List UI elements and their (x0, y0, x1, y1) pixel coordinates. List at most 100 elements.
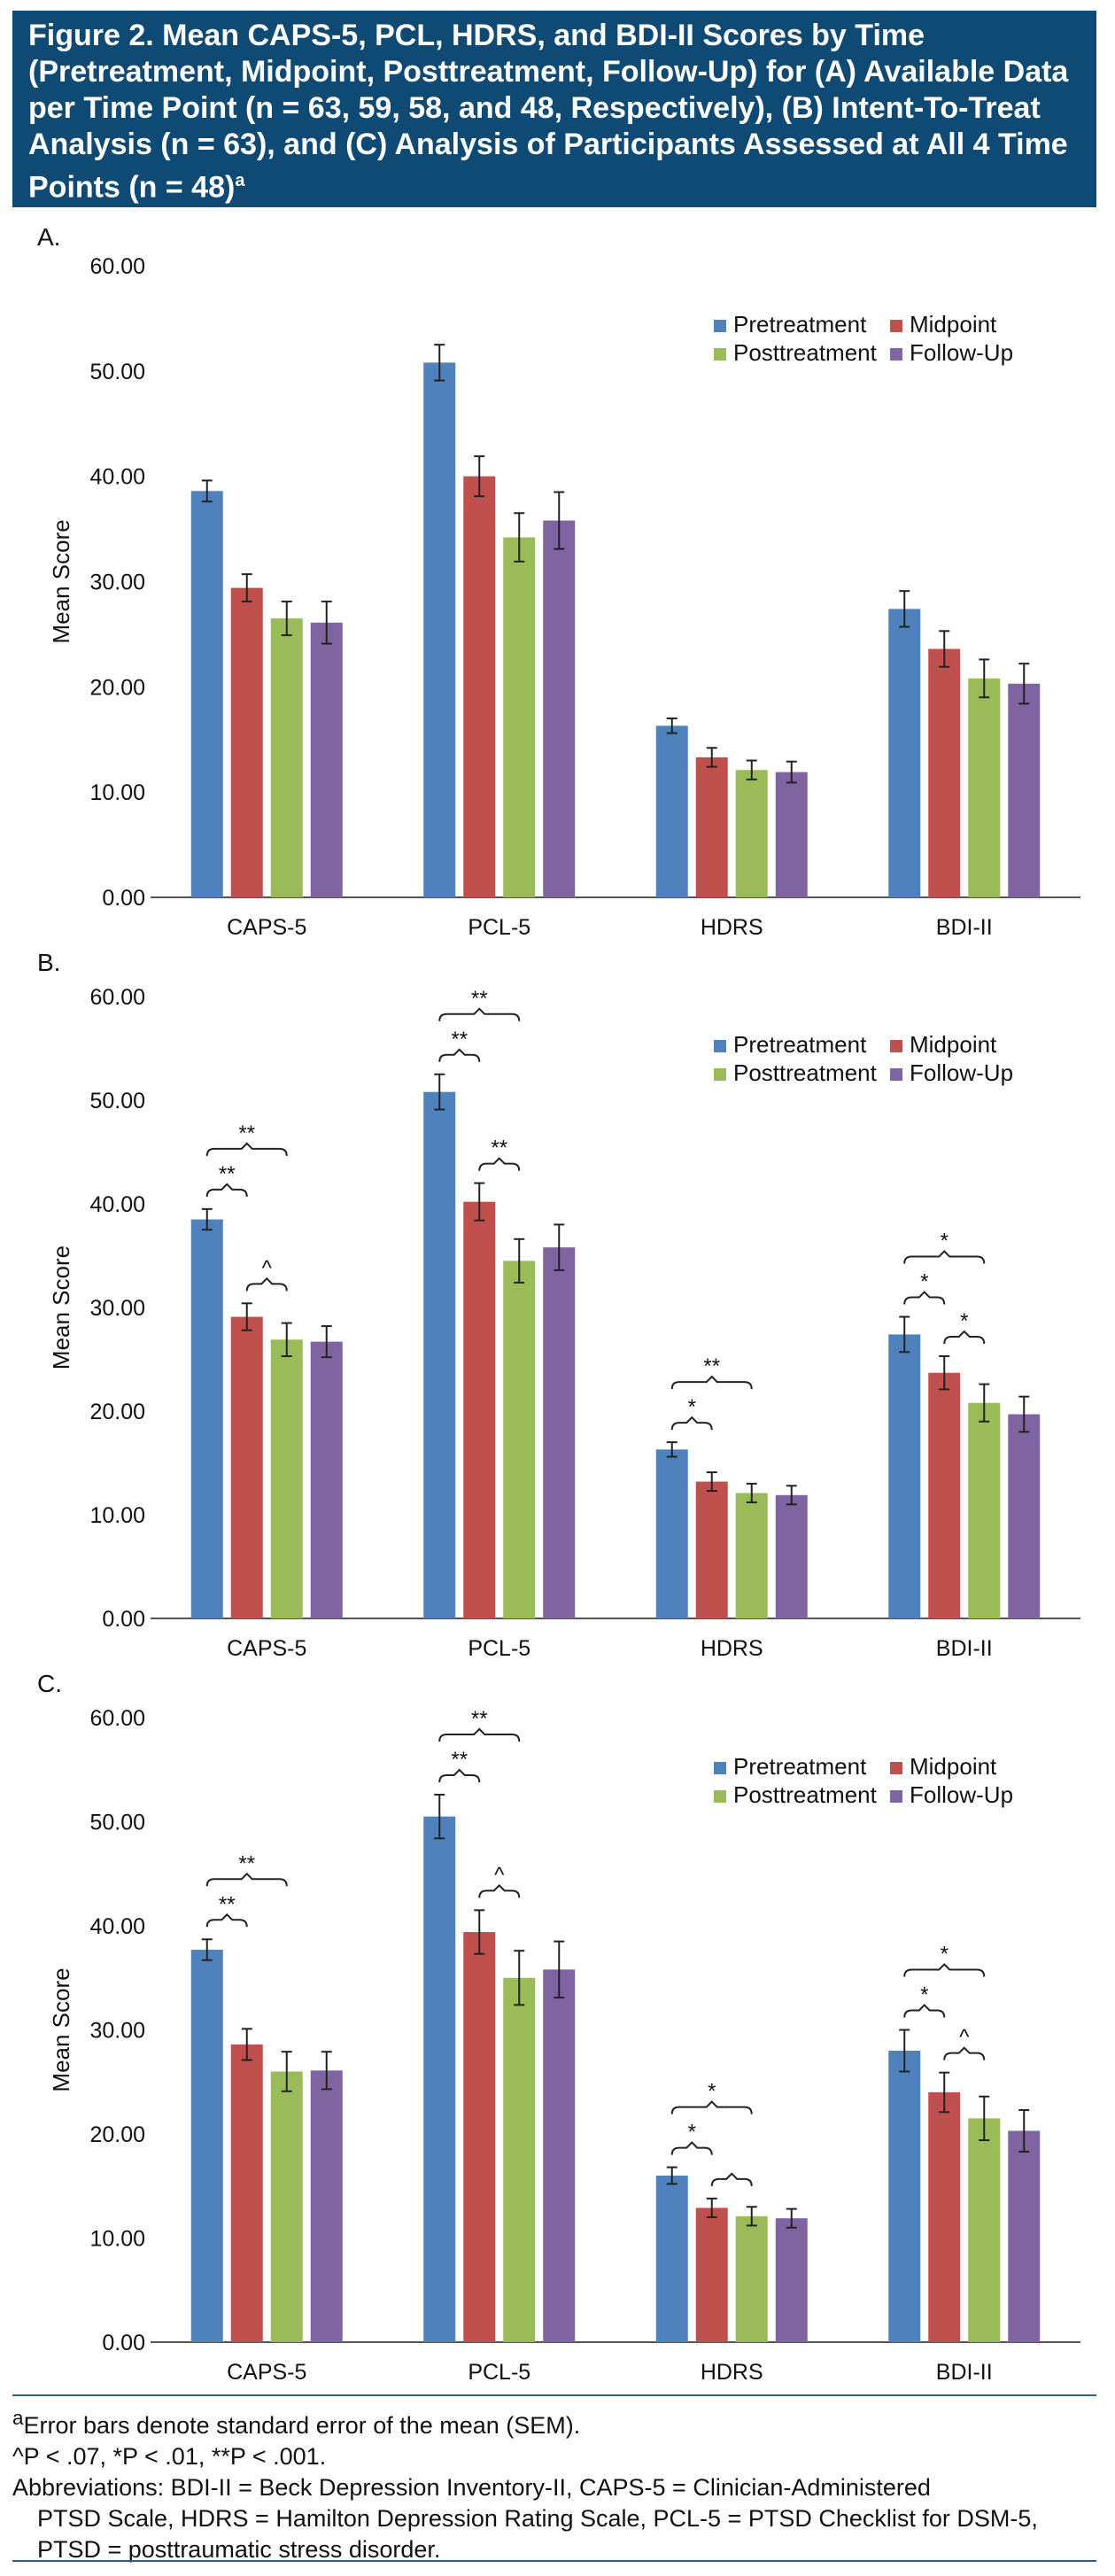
significance-label: * (920, 1270, 928, 1294)
bar-pretreatment (888, 609, 921, 897)
bar-follow-up (310, 622, 343, 897)
bar-follow-up (543, 1247, 576, 1618)
bar-posttreatment (735, 1493, 768, 1618)
y-tick-label: 50.00 (89, 1811, 145, 1835)
figure-title-text: Figure 2. Mean CAPS-5, PCL, HDRS, and BD… (28, 19, 1069, 205)
significance-bracket (943, 1330, 986, 1345)
legend-label: Pretreatment (733, 1753, 867, 1780)
chart-panel-b: B. 0.00 10.00 20.00 30.00 40.00 50.00 60.00 Mean… (37, 949, 1080, 1661)
significance-bracket (710, 2172, 753, 2186)
bar-pretreatment (190, 491, 223, 897)
panel-label: A. (37, 223, 60, 251)
significance-bracket (670, 1416, 713, 1431)
bar-follow-up (310, 1341, 343, 1618)
legend-label: Posttreatment (733, 1059, 878, 1086)
panel-label: B. (37, 949, 60, 976)
legend-label: Pretreatment (733, 1031, 867, 1058)
bar-midpoint (695, 757, 728, 897)
y-tick-label: 10.00 (89, 2227, 145, 2252)
legend-label: Midpoint (910, 1031, 997, 1058)
x-category-label: PCL-5 (468, 2360, 530, 2385)
bar-pretreatment (190, 1219, 223, 1618)
significance-label: ** (471, 987, 488, 1011)
significance-label: * (920, 1983, 928, 2007)
bottom-divider (12, 2560, 1096, 2562)
y-tick-label: 40.00 (89, 1914, 145, 1939)
x-category-label: BDI-II (936, 1636, 993, 1661)
x-category-label: CAPS-5 (227, 915, 306, 940)
significance-label: ^ (494, 1863, 505, 1887)
y-tick-label: 50.00 (89, 1089, 145, 1113)
bar-midpoint (695, 2207, 728, 2342)
legend-label: Midpoint (910, 1753, 997, 1780)
bar-follow-up (1008, 1414, 1041, 1618)
bar-posttreatment (968, 2118, 1001, 2342)
significance-label: ^ (959, 2026, 970, 2050)
y-tick-label: 10.00 (89, 780, 145, 805)
bar-follow-up (543, 1969, 576, 2342)
significance-label: ** (703, 1354, 720, 1378)
y-tick-label: 30.00 (89, 1296, 145, 1321)
y-tick-label: 30.00 (89, 570, 145, 595)
legend-swatch (890, 320, 902, 332)
bar-pretreatment (423, 1091, 456, 1618)
footnote-error-bars: aError bars denote standard error of the… (12, 2402, 1096, 2441)
significance-label: * (688, 2121, 696, 2145)
significance-label: ** (238, 1851, 255, 1875)
charts-canvas: A. 0.00 10.00 20.00 30.00 40.00 50.00 60.00 Mean… (37, 223, 1080, 2385)
significance-bracket (205, 1183, 248, 1197)
bar-follow-up (310, 2070, 343, 2342)
x-category-label: HDRS (701, 2360, 763, 2385)
bar-midpoint (463, 1201, 496, 1618)
bar-pretreatment (190, 1950, 223, 2342)
footnote-error-bars-text: Error bars denote standard error of the … (23, 2412, 581, 2439)
bar-follow-up (543, 520, 576, 897)
bar-midpoint (463, 476, 496, 897)
bar-posttreatment (270, 1339, 303, 1618)
bar-pretreatment (655, 2176, 688, 2342)
y-axis-label: Mean Score (48, 1245, 74, 1369)
significance-label: * (708, 2080, 716, 2104)
bar-midpoint (230, 587, 263, 897)
significance-bracket (205, 1872, 288, 1887)
figure-title-sup: a (235, 171, 245, 190)
footnote-abbreviations-2: PTSD Scale, HDRS = Hamilton Depression R… (37, 2505, 1038, 2532)
bar-pretreatment (888, 2051, 921, 2342)
y-tick-label: 50.00 (89, 360, 145, 384)
legend-swatch (714, 1762, 726, 1774)
bar-follow-up (775, 2218, 808, 2342)
significance-label: ** (238, 1121, 255, 1145)
x-category-label: BDI-II (936, 915, 993, 940)
footnote-divider (12, 2394, 1096, 2396)
bar-posttreatment (735, 770, 768, 897)
x-category-label: HDRS (701, 915, 763, 940)
legend-label: Follow-Up (910, 1781, 1013, 1808)
bar-posttreatment (503, 537, 536, 897)
significance-bracket (903, 1250, 986, 1264)
legend-swatch (890, 1040, 902, 1052)
bar-pretreatment (655, 725, 688, 897)
significance-label: * (960, 1309, 968, 1333)
bar-posttreatment (735, 2215, 768, 2342)
bar-posttreatment (968, 678, 1001, 897)
bar-pretreatment (655, 1449, 688, 1618)
y-tick-label: 10.00 (89, 1503, 145, 1528)
bar-midpoint (463, 1932, 496, 2342)
significance-bracket (670, 1375, 753, 1390)
x-category-label: PCL-5 (468, 1636, 530, 1661)
bar-midpoint (230, 1316, 263, 1618)
legend-swatch (714, 1040, 726, 1052)
significance-bracket (478, 1157, 521, 1171)
significance-bracket (438, 1048, 481, 1062)
bar-pretreatment (423, 1816, 456, 2342)
significance-label: ^ (262, 1256, 273, 1280)
x-category-label: CAPS-5 (227, 1636, 306, 1661)
legend-swatch (714, 1068, 726, 1081)
bar-posttreatment (503, 1977, 536, 2342)
chart-panel-c: C. 0.00 10.00 20.00 30.00 40.00 50.00 60.00 Mean… (37, 1670, 1080, 2385)
x-category-label: HDRS (701, 1636, 763, 1661)
significance-bracket (670, 2100, 753, 2114)
legend-swatch (714, 1790, 726, 1803)
significance-bracket (478, 1883, 521, 1898)
significance-label: ** (471, 1707, 488, 1731)
